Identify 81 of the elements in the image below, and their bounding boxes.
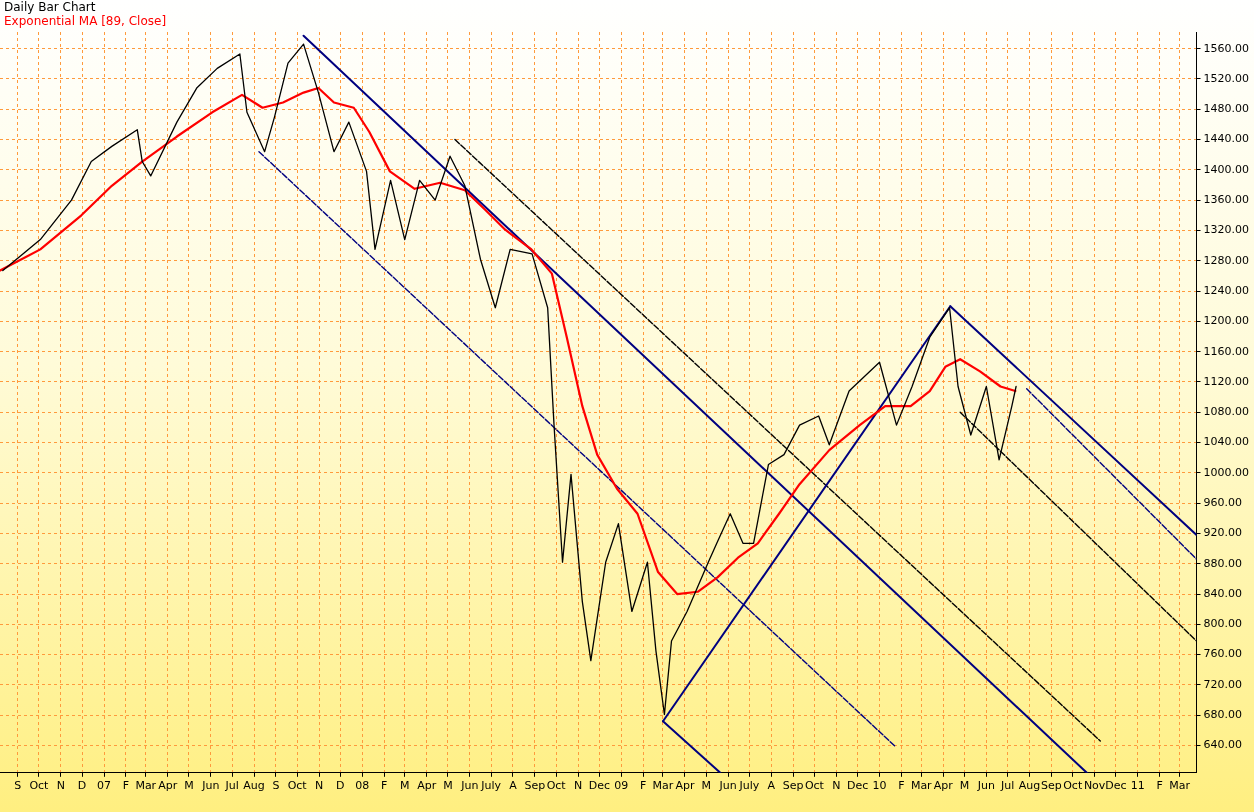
x-tick-label: Dec bbox=[588, 779, 610, 793]
x-tick-label: A bbox=[767, 779, 776, 793]
x-tick-label: Oct bbox=[1063, 779, 1083, 793]
y-tick-label: 1440.00 bbox=[1203, 132, 1250, 146]
y-tick-label: 1040.00 bbox=[1203, 435, 1250, 449]
x-tick-label: A bbox=[509, 779, 518, 793]
y-tick-label: 1120.00 bbox=[1203, 374, 1250, 388]
x-tick-label: Oct bbox=[804, 779, 825, 793]
y-tick-label: 720.00 bbox=[1203, 677, 1243, 691]
x-tick-label: Jun bbox=[201, 779, 220, 793]
x-tick-label: Aug bbox=[1018, 779, 1041, 793]
x-tick-label: Jun bbox=[976, 779, 995, 793]
x-tick-label: S bbox=[272, 779, 280, 793]
y-tick-label: 1480.00 bbox=[1203, 102, 1250, 116]
x-tick-label: F bbox=[640, 779, 647, 793]
x-tick-label: M bbox=[443, 779, 453, 793]
text: Exponential MA [89, Close] bbox=[4, 14, 167, 29]
y-tick-label: 1400.00 bbox=[1203, 162, 1250, 176]
y-tick-label: 760.00 bbox=[1203, 647, 1243, 661]
y-tick-label: 1000.00 bbox=[1203, 465, 1250, 479]
x-tick-label: N bbox=[573, 779, 583, 793]
y-tick-label: 640.00 bbox=[1203, 738, 1243, 752]
x-tick-label: 08 bbox=[355, 779, 370, 793]
x-tick-label: Mar bbox=[910, 779, 933, 793]
y-tick-label: 1520.00 bbox=[1203, 71, 1250, 85]
x-tick-label: 10 bbox=[872, 779, 887, 793]
x-tick-label: Jun bbox=[460, 779, 479, 793]
x-tick-label: Sep bbox=[1041, 779, 1062, 793]
x-tick-label: M bbox=[184, 779, 194, 793]
x-tick-label: S bbox=[14, 779, 22, 793]
y-tick-label: 1560.00 bbox=[1203, 41, 1250, 55]
x-tick-label: Apr bbox=[158, 779, 178, 793]
x-tick-label: Mar bbox=[135, 779, 157, 793]
y-tick-label: 840.00 bbox=[1203, 586, 1243, 600]
x-tick-label: M bbox=[701, 779, 711, 793]
x-tick-label: 07 bbox=[97, 779, 112, 793]
x-tick-label: Jul bbox=[224, 779, 239, 793]
x-tick-label: M bbox=[959, 779, 970, 793]
x-tick-label: N bbox=[56, 779, 65, 793]
y-tick-label: 920.00 bbox=[1203, 526, 1243, 540]
y-tick-label: 1160.00 bbox=[1203, 344, 1250, 358]
x-tick-label: Aug bbox=[243, 779, 265, 793]
x-tick-label: Jun bbox=[718, 779, 737, 793]
y-tick-label: 1080.00 bbox=[1203, 405, 1250, 419]
x-tick-label: Dec bbox=[846, 779, 869, 793]
y-tick-label: 800.00 bbox=[1203, 617, 1243, 631]
y-tick-label: 960.00 bbox=[1203, 496, 1243, 509]
x-tick-label: Apr bbox=[675, 779, 695, 793]
x-tick-label: Apr bbox=[417, 779, 437, 793]
y-tick-label: 1240.00 bbox=[1203, 283, 1250, 297]
x-tick-label: Apr bbox=[933, 779, 954, 793]
x-tick-label: Dec bbox=[1105, 779, 1127, 793]
y-tick-label: 1320.00 bbox=[1203, 223, 1250, 237]
x-tick-label: D bbox=[336, 779, 345, 793]
x-tick-label: 09 bbox=[614, 779, 629, 793]
x-tick-label: July bbox=[738, 779, 760, 793]
x-tick-label: M bbox=[399, 779, 410, 793]
y-tick-label: 880.00 bbox=[1203, 556, 1243, 570]
x-tick-label: F bbox=[381, 779, 388, 793]
x-tick-label: Mar bbox=[1169, 779, 1191, 793]
y-tick-label: 1360.00 bbox=[1203, 193, 1250, 207]
x-tick-label: F bbox=[898, 779, 905, 793]
x-tick-label: Mar bbox=[652, 779, 674, 793]
x-tick-label: July bbox=[480, 779, 502, 793]
x-tick-label: Nov bbox=[1083, 779, 1106, 793]
x-tick-label: Oct bbox=[29, 779, 50, 793]
x-tick-label: 11 bbox=[1130, 779, 1145, 793]
y-tick-label: 1200.00 bbox=[1203, 314, 1250, 328]
x-tick-label: N bbox=[315, 779, 324, 793]
y-tick-label: 680.00 bbox=[1203, 708, 1243, 722]
x-tick-label: Jul bbox=[999, 779, 1015, 793]
x-tick-label: N bbox=[832, 779, 841, 793]
y-tick-label: 1280.00 bbox=[1203, 253, 1250, 267]
x-tick-label: Oct bbox=[546, 779, 567, 793]
text: Daily Bar Chart bbox=[4, 0, 96, 15]
x-tick-label: Oct bbox=[287, 779, 308, 793]
x-tick-label: Sep bbox=[524, 779, 546, 793]
x-tick-label: F bbox=[122, 779, 130, 793]
x-tick-label: Sep bbox=[782, 779, 804, 793]
x-tick-label: F bbox=[1156, 779, 1163, 793]
x-tick-label: D bbox=[77, 779, 87, 793]
